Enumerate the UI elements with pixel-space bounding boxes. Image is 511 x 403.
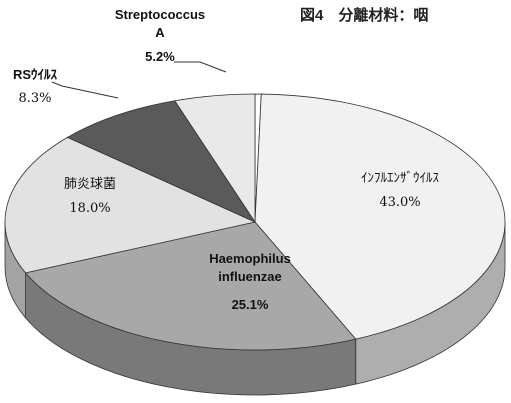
data-label: ｲﾝﾌﾙｴﾝｻﾞｳｲﾙｽ bbox=[361, 171, 439, 186]
data-label: Haemophilus influenzae bbox=[209, 251, 291, 284]
pie bbox=[4, 93, 506, 396]
data-label: 8.3% bbox=[18, 91, 52, 106]
pie-slice bbox=[66, 100, 257, 223]
pie-slice bbox=[174, 93, 256, 224]
data-label: 25.1% bbox=[231, 297, 269, 312]
pie-slice bbox=[24, 221, 357, 351]
data-label: 18.0% bbox=[69, 201, 111, 216]
chart-title: 図4 分離材料：咽 bbox=[300, 6, 428, 24]
data-label: 5.2% bbox=[145, 49, 175, 64]
pie-slice bbox=[254, 93, 506, 340]
pie-slice bbox=[4, 136, 257, 274]
leader-line bbox=[51, 81, 119, 99]
data-label: RSｳｲﾙｽ bbox=[12, 67, 58, 82]
data-label: Streptococcus A bbox=[114, 7, 206, 40]
data-label: 肺炎球菌 bbox=[63, 177, 116, 192]
leader-line bbox=[174, 61, 227, 73]
data-label: 43.0% bbox=[379, 195, 421, 210]
